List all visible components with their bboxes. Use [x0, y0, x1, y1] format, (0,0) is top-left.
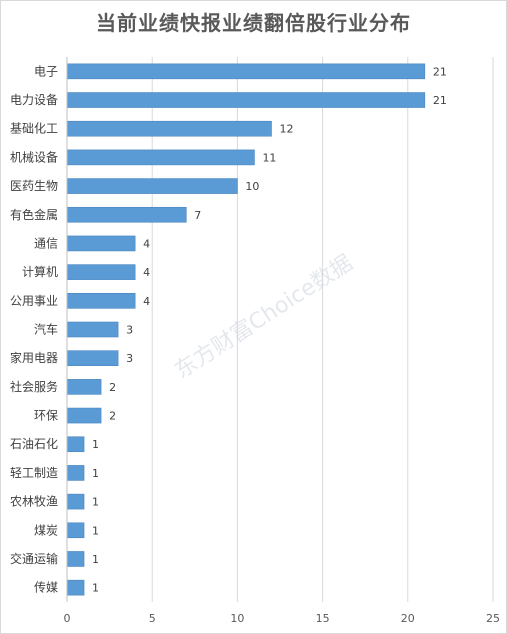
- category-label: 交通运输: [10, 551, 58, 566]
- bar: [66, 436, 85, 453]
- watermark-text: 东方财富Choice数据: [171, 251, 358, 384]
- chart-title: 当前业绩快报业绩翻倍股行业分布: [96, 11, 411, 35]
- bar: [66, 63, 426, 80]
- value-label: 3: [126, 352, 133, 365]
- value-label: 11: [262, 151, 276, 164]
- bar: [66, 407, 102, 424]
- x-tick-label: 15: [316, 612, 330, 625]
- value-label: 21: [433, 65, 447, 78]
- value-label: 1: [92, 467, 99, 480]
- category-label: 电子: [34, 64, 58, 78]
- category-label: 计算机: [22, 264, 58, 279]
- value-label: 1: [92, 438, 99, 451]
- bar: [66, 350, 119, 366]
- category-label: 公用事业: [10, 294, 58, 308]
- bar: [66, 149, 255, 166]
- bar: [66, 92, 426, 108]
- x-tick-label: 20: [401, 612, 415, 625]
- value-label: 4: [143, 266, 150, 279]
- value-label: 3: [126, 324, 133, 337]
- bar: [66, 493, 85, 510]
- category-label: 电力设备: [10, 93, 58, 107]
- value-label: 10: [245, 180, 259, 193]
- bar: [66, 465, 85, 481]
- category-label: 机械设备: [10, 149, 58, 164]
- bar: [66, 178, 238, 194]
- category-label: 轻工制造: [10, 466, 58, 480]
- category-label: 农林牧渔: [10, 495, 58, 509]
- value-label: 1: [92, 496, 99, 509]
- bar: [66, 579, 85, 596]
- value-label: 7: [194, 209, 201, 222]
- category-label: 煤炭: [34, 523, 58, 537]
- value-label: 1: [92, 582, 99, 595]
- bar: [66, 293, 136, 309]
- category-label: 传媒: [34, 580, 58, 595]
- category-label: 通信: [34, 236, 58, 250]
- x-tick-label: 0: [64, 612, 71, 625]
- category-label: 社会服务: [10, 379, 58, 394]
- value-label: 2: [109, 381, 116, 394]
- x-tick-label: 5: [149, 612, 156, 625]
- bar: [66, 206, 187, 223]
- category-label: 医药生物: [10, 179, 58, 193]
- bar: [66, 522, 85, 539]
- category-label: 有色金属: [10, 207, 58, 222]
- category-label: 基础化工: [10, 122, 58, 136]
- x-tick-label: 25: [486, 612, 500, 625]
- value-label: 21: [433, 94, 447, 107]
- bar: [66, 120, 272, 137]
- x-tick-label: 10: [230, 612, 244, 625]
- bar: [66, 321, 119, 338]
- bar: [66, 235, 136, 252]
- value-label: 2: [109, 410, 116, 423]
- value-label: 4: [143, 237, 150, 250]
- bar: [66, 551, 85, 567]
- bar: [66, 379, 102, 395]
- value-label: 1: [92, 524, 99, 537]
- category-label: 石油石化: [10, 437, 58, 451]
- value-label: 1: [92, 553, 99, 566]
- value-label: 4: [143, 295, 150, 308]
- category-label: 家用电器: [10, 350, 58, 365]
- bar: [66, 264, 136, 280]
- category-label: 汽车: [34, 322, 58, 337]
- value-label: 12: [279, 123, 293, 136]
- category-label: 环保: [34, 409, 58, 423]
